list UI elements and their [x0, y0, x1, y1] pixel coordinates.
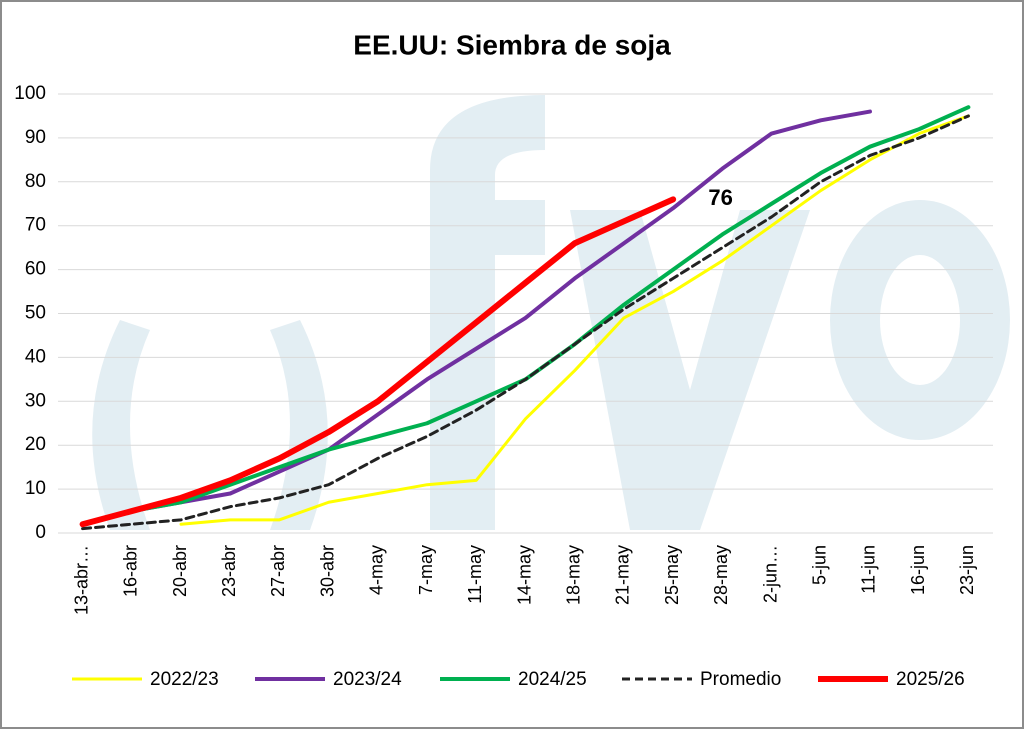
x-tick-label: 11-may — [465, 545, 485, 604]
x-tick-label: 20-abr — [170, 545, 190, 597]
legend-label: 2023/24 — [333, 669, 402, 690]
x-tick-label: 28-may — [711, 545, 731, 605]
x-tick-label: 11-jun — [859, 545, 879, 594]
y-tick-label: 100 — [14, 83, 46, 104]
series-line — [79, 196, 677, 528]
y-tick-label: 40 — [25, 346, 46, 367]
x-tick-label: 2-jun… — [760, 545, 780, 603]
y-tick-label: 0 — [35, 522, 46, 543]
y-tick-label: 10 — [25, 478, 46, 499]
watermark-hole — [880, 255, 960, 385]
legend-label: 2025/26 — [896, 669, 965, 690]
legend-label: 2022/23 — [150, 669, 219, 690]
legend-label: 2024/25 — [518, 669, 587, 690]
x-tick-label: 4-may — [367, 545, 387, 595]
series-line — [81, 114, 970, 531]
series-line — [179, 114, 970, 526]
x-tick-label: 14-may — [514, 545, 534, 605]
x-tick-label: 27-abr — [268, 545, 288, 597]
x-tick-label: 5-jun — [810, 545, 830, 585]
x-tick-label: 16-abr — [121, 545, 141, 597]
y-tick-label: 70 — [25, 215, 46, 236]
watermark — [92, 95, 1010, 530]
y-tick-label: 80 — [25, 171, 46, 192]
y-tick-label: 60 — [25, 259, 46, 280]
x-tick-label: 18-may — [563, 545, 583, 605]
x-tick-label: 7-may — [416, 545, 436, 595]
x-tick-label: 13-abr… — [71, 545, 91, 615]
legend-label: Promedio — [700, 669, 781, 690]
y-tick-label: 20 — [25, 434, 46, 455]
annotation: 76 — [708, 185, 732, 210]
x-tick-label: 23-abr — [219, 545, 239, 597]
x-tick-label: 30-abr — [317, 545, 337, 597]
y-tick-label: 30 — [25, 390, 46, 411]
x-tick-label: 16-jun — [908, 545, 928, 595]
x-tick-label: 25-may — [662, 545, 682, 605]
chart-title: EE.UU: Siembra de soja — [353, 29, 671, 60]
y-tick-label: 50 — [25, 303, 46, 324]
y-tick-label: 90 — [25, 127, 46, 148]
x-tick-label: 21-may — [613, 545, 633, 605]
x-tick-label: 23-jun — [957, 545, 977, 595]
series-line — [80, 109, 872, 527]
